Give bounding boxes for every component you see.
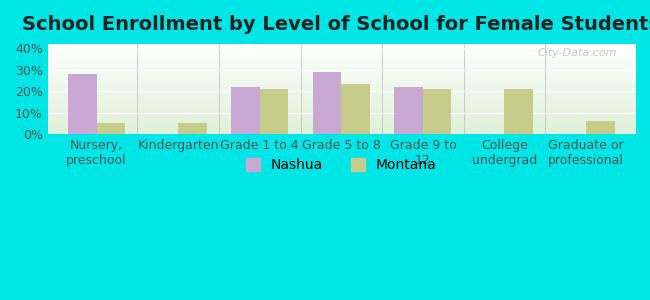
- Bar: [97, 123, 125, 134]
- Bar: [395, 87, 423, 134]
- Bar: [68, 74, 97, 134]
- Text: City-Data.com: City-Data.com: [538, 48, 617, 59]
- Bar: [178, 123, 207, 134]
- Bar: [231, 87, 260, 134]
- Bar: [423, 89, 452, 134]
- Bar: [586, 121, 615, 134]
- Bar: [341, 84, 370, 134]
- Bar: [313, 72, 341, 134]
- Bar: [260, 89, 289, 134]
- Legend: Nashua, Montana: Nashua, Montana: [239, 152, 444, 179]
- Title: School Enrollment by Level of School for Female Students: School Enrollment by Level of School for…: [23, 15, 650, 34]
- Bar: [504, 89, 533, 134]
